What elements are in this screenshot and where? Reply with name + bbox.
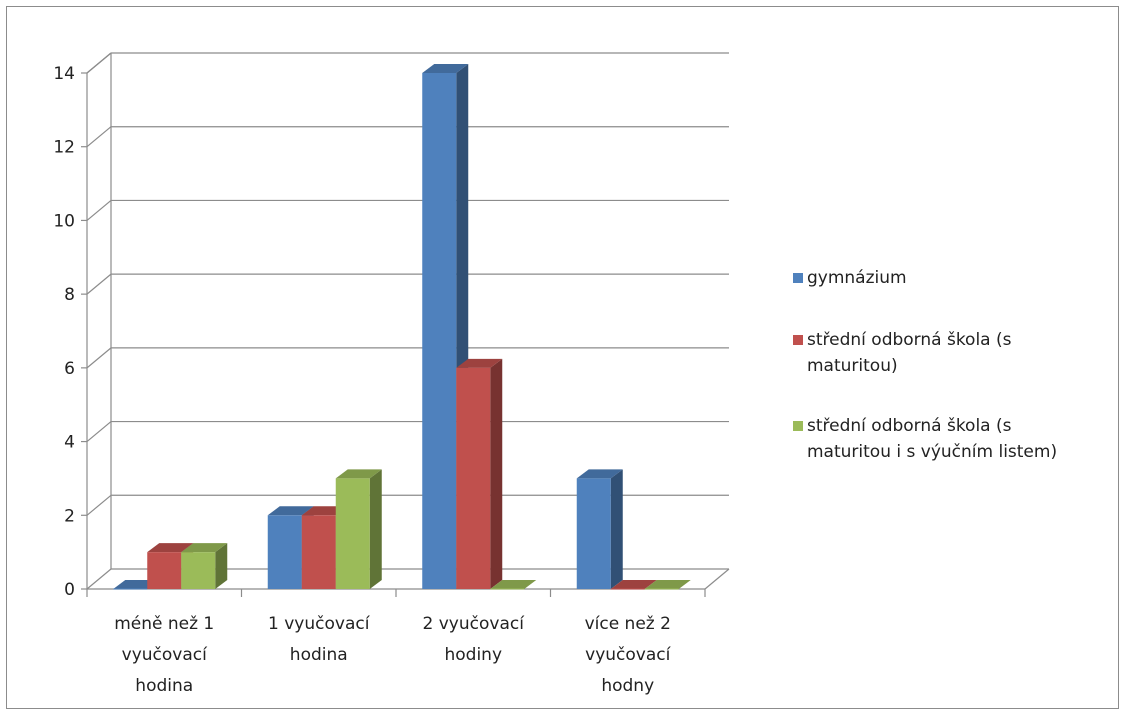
bar-side xyxy=(490,358,503,589)
bar-top xyxy=(490,580,537,589)
bar-top xyxy=(335,469,382,479)
bar xyxy=(267,515,302,589)
legend-item: střední odborná škola (s maturitou) xyxy=(793,327,1123,379)
x-tick-label: více než 2 xyxy=(585,614,671,634)
legend-label: střední odborná škola (s xyxy=(807,416,1012,436)
x-tick-label: hodina xyxy=(290,645,348,665)
bar-top xyxy=(267,506,314,516)
legend-item: gymnázium xyxy=(793,265,1123,291)
bar-top xyxy=(422,64,469,73)
legend-label: střední odborná škola (s xyxy=(807,330,1012,350)
x-tick-label: 2 vyučovací xyxy=(423,614,526,634)
x-tick-label: méně než 1 xyxy=(114,614,214,634)
bar xyxy=(147,552,182,589)
floor-right-edge xyxy=(704,568,730,590)
legend-item: střední odborná škola (s maturitou i s vý… xyxy=(793,413,1123,465)
bar xyxy=(456,367,491,589)
y-tick-label: 8 xyxy=(64,285,75,305)
gridline-side xyxy=(86,494,112,516)
bar-side xyxy=(610,469,623,589)
y-tick-label: 14 xyxy=(53,64,75,84)
y-tick-label: 6 xyxy=(64,359,75,379)
bar-top xyxy=(456,358,503,368)
legend-label: maturitou) xyxy=(807,356,898,376)
y-tick-label: 4 xyxy=(64,433,75,453)
gridline-side xyxy=(86,273,112,295)
legend-label: maturitou i s výučním listem) xyxy=(807,442,1058,462)
legend-label: gymnázium xyxy=(807,268,907,288)
gridline-side xyxy=(86,347,112,369)
chart-frame: 0 2 4 6 8 10 12 14 méně než 1 vyučovací hodina 1 vy… xyxy=(6,6,1119,709)
bar-top xyxy=(644,580,691,589)
x-tick-label: hodiny xyxy=(444,645,502,665)
bar xyxy=(422,73,457,589)
gridline-side xyxy=(86,199,112,221)
bar-top xyxy=(147,543,194,553)
gridline-side xyxy=(86,126,112,148)
bar xyxy=(301,515,336,589)
y-tick-label: 2 xyxy=(64,506,75,526)
bar-side xyxy=(369,469,382,589)
bar-top xyxy=(610,580,657,589)
legend-swatch xyxy=(793,335,803,345)
bar xyxy=(576,478,611,589)
legend: gymnázium střední odborná škola (s maturit… xyxy=(793,265,1123,465)
x-tick-label: vyučovací xyxy=(585,645,671,665)
y-tick-label: 12 xyxy=(53,138,75,158)
bar-side xyxy=(215,543,228,589)
legend-swatch xyxy=(793,421,803,431)
x-tick-label: vyučovací xyxy=(122,645,208,665)
gridline-side xyxy=(86,421,112,443)
y-tick-label: 0 xyxy=(64,580,75,600)
x-tick-label: 1 vyučovací xyxy=(268,614,371,634)
legend-swatch xyxy=(793,273,803,283)
chart-plot: 0 2 4 6 8 10 12 14 méně než 1 vyučovací hodina 1 vy… xyxy=(53,52,730,696)
gridline-side xyxy=(86,52,112,74)
bar-top xyxy=(181,543,228,553)
y-tick-label: 10 xyxy=(53,211,75,231)
bar-top xyxy=(576,469,623,479)
gridline-side xyxy=(86,568,112,590)
bar xyxy=(181,552,216,589)
bar xyxy=(335,478,370,589)
x-tick-label: hodny xyxy=(601,676,654,696)
x-tick-label: hodina xyxy=(135,676,193,696)
